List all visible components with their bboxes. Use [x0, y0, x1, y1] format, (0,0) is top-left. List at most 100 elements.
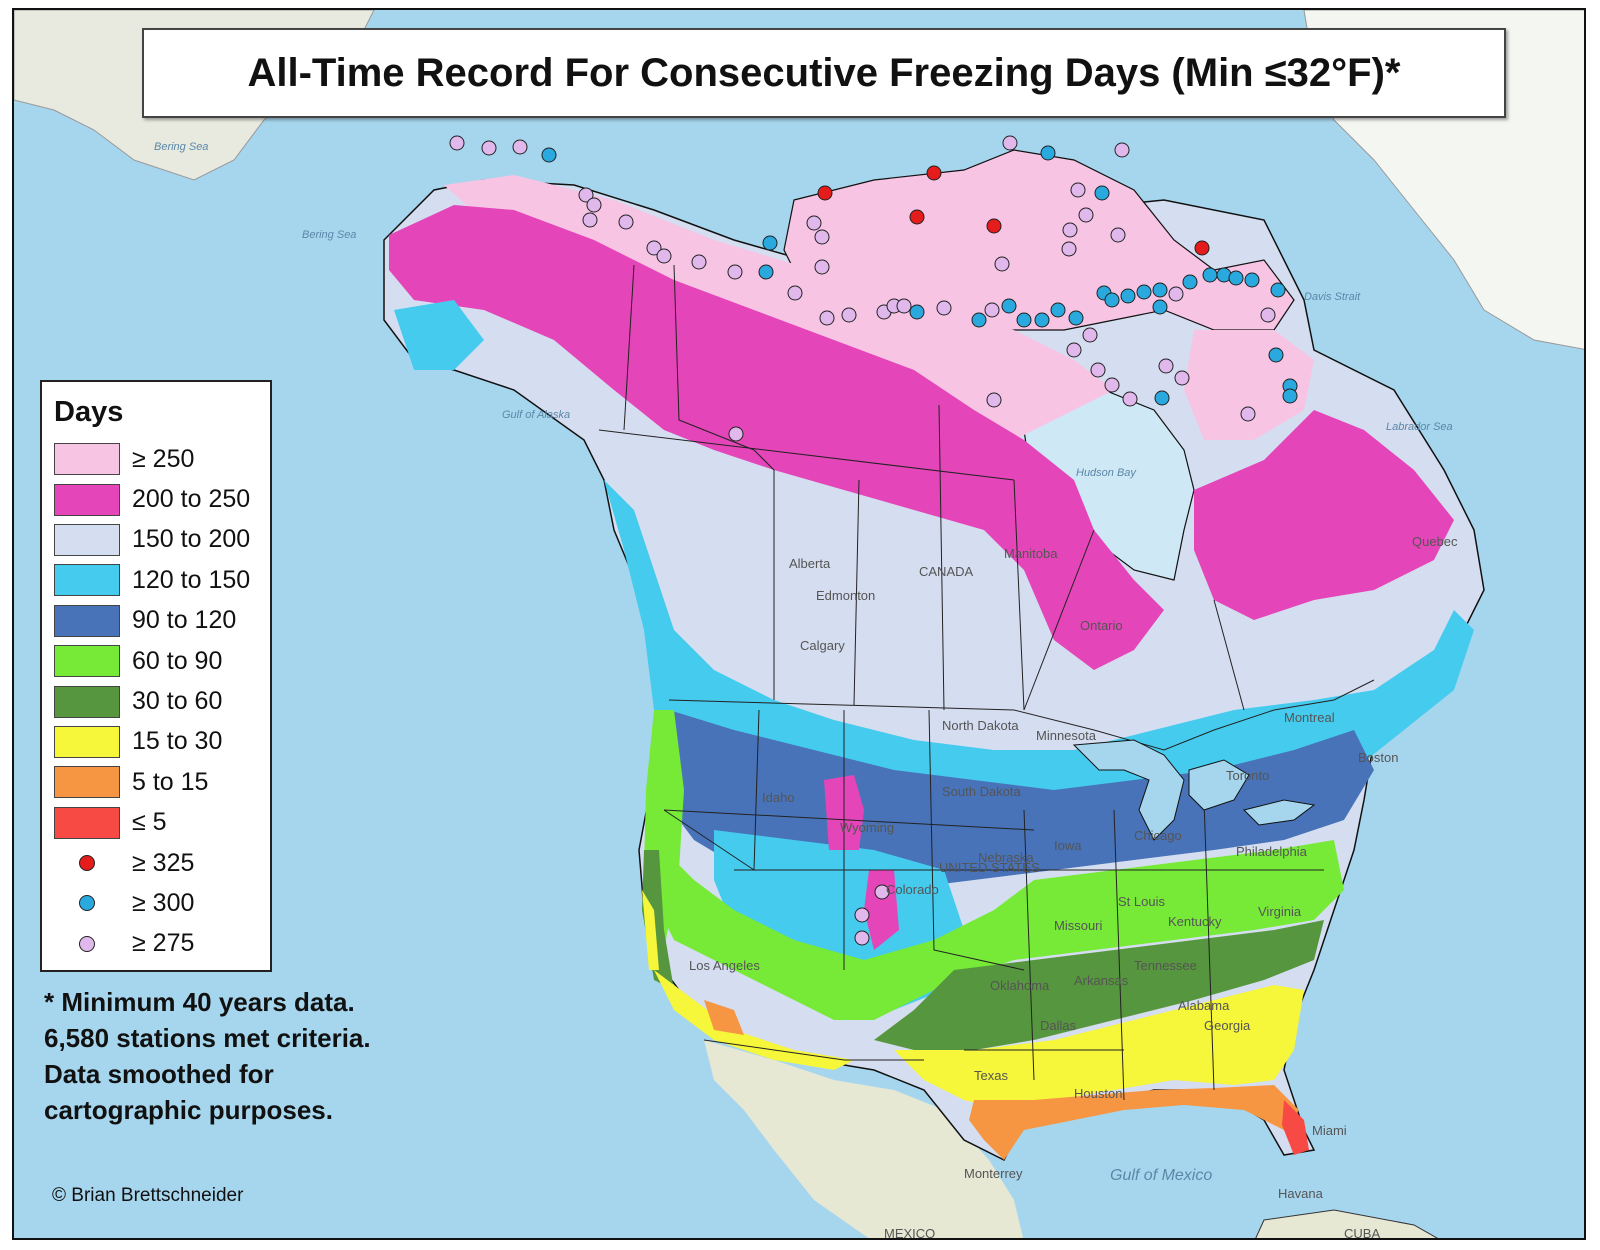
credit: © Brian Brettschneider	[52, 1185, 244, 1206]
water-labels: Bering Sea Bering Sea Gulf of Alaska Hud…	[154, 141, 1453, 1184]
band-120-150-alaska	[394, 300, 484, 370]
label-dallas: Dallas	[1040, 1018, 1077, 1033]
region-north-dakota: North Dakota	[942, 718, 1019, 733]
band-ge250-north	[444, 175, 1114, 450]
region-oklahoma: Oklahoma	[990, 978, 1050, 993]
region-alberta: Alberta	[789, 556, 831, 571]
label-losangeles: Los Angeles	[689, 958, 760, 973]
region-united-states: UNITED STATES	[939, 860, 1040, 875]
region-manitoba: Manitoba	[1004, 546, 1058, 561]
region-nebraska: Nebraska	[978, 850, 1034, 865]
water-gulf-of-alaska: Gulf of Alaska	[502, 409, 570, 421]
place-labels: Edmonton Calgary Chicago St Louis Philad…	[689, 588, 1398, 1201]
label-houston: Houston	[1074, 1086, 1122, 1101]
label-philadelphia: Philadelphia	[1236, 844, 1308, 859]
legend-band-label: 5 to 15	[132, 767, 209, 796]
legend-marker-label: ≥ 325	[132, 848, 195, 877]
band-200-250-colorado	[864, 870, 899, 950]
region-iowa: Iowa	[1054, 838, 1082, 853]
title-box: All-Time Record For Consecutive Freezing…	[142, 28, 1506, 118]
band-5-15-gulf	[969, 1085, 1299, 1160]
region-alabama: Alabama	[1178, 998, 1230, 1013]
legend-band-label: ≥ 250	[132, 444, 195, 473]
legend-marker-row: ≥ 275	[54, 924, 270, 964]
label-calgary: Calgary	[800, 638, 845, 653]
label-havana: Havana	[1278, 1186, 1324, 1201]
label-chicago: Chicago	[1134, 828, 1182, 843]
band-60-90	[654, 840, 1344, 1020]
legend-band-label: 30 to 60	[132, 687, 223, 716]
legend-marker-dot	[79, 935, 95, 952]
legend-marker-row: ≥ 325	[54, 843, 270, 883]
legend-marker-label: ≥ 300	[132, 888, 195, 917]
label-montreal: Montreal	[1284, 710, 1335, 725]
legend-band-label: 90 to 120	[132, 606, 237, 635]
water-bering-sea-2: Bering Sea	[302, 229, 356, 241]
region-south-dakota: South Dakota	[942, 784, 1022, 799]
region-wyoming: Wyoming	[840, 820, 894, 835]
great-lakes	[1072, 739, 1316, 841]
legend-band-row: 60 to 90	[54, 641, 270, 681]
band-15-30	[894, 985, 1304, 1110]
legend-swatch	[54, 483, 120, 516]
legend-band-row: 5 to 15	[54, 762, 270, 802]
band-30-60	[874, 920, 1324, 1050]
borders	[598, 264, 1375, 1101]
band-200-250-quebec	[1194, 410, 1454, 620]
legend-band-label: 120 to 150	[132, 565, 251, 594]
region-virginia: Virginia	[1258, 904, 1302, 919]
legend-band-label: ≤ 5	[132, 808, 167, 837]
footnote: * Minimum 40 years data. 6,580 stations …	[44, 987, 371, 1125]
legend-band-row: 120 to 150	[54, 560, 270, 600]
label-boston: Boston	[1358, 750, 1398, 765]
label-miami: Miami	[1312, 1123, 1347, 1138]
region-tennessee: Tennessee	[1134, 958, 1197, 973]
label-toronto: Toronto	[1226, 768, 1269, 783]
region-labels: CANADA UNITED STATES Alberta Manitoba On…	[762, 534, 1458, 1240]
region-cuba: CUBA	[1344, 1226, 1380, 1240]
map-title: All-Time Record For Consecutive Freezing…	[247, 50, 1401, 95]
region-missouri: Missouri	[1054, 918, 1103, 933]
legend-band-row: ≤ 5	[54, 803, 270, 843]
label-stlouis: St Louis	[1118, 894, 1165, 909]
band-15-30-westcoast	[642, 890, 659, 970]
legend-rows: ≥ 250 200 to 250 150 to 200 120 to 150 90 to…	[54, 439, 270, 964]
legend-band-row: 30 to 60	[54, 681, 270, 721]
legend-band-label: 15 to 30	[132, 727, 223, 756]
band-15-30-southwest	[654, 970, 854, 1070]
legend-swatch	[54, 604, 120, 637]
legend-band-row: 150 to 200	[54, 520, 270, 560]
region-kentucky: Kentucky	[1168, 914, 1222, 929]
region-idaho: Idaho	[762, 790, 795, 805]
legend-swatch	[54, 564, 120, 597]
legend-swatch	[54, 725, 120, 758]
markers-ge325	[817, 165, 1210, 256]
water-bering-sea-1: Bering Sea	[154, 141, 208, 153]
region-mexico: MEXICO	[884, 1226, 935, 1240]
map-frame: Edmonton Calgary Chicago St Louis Philad…	[12, 8, 1586, 1240]
legend-marker-label: ≥ 275	[132, 929, 195, 958]
legend-swatch	[54, 523, 120, 556]
water-gulf-of-mexico: Gulf of Mexico	[1110, 1167, 1212, 1184]
legend: Days ≥ 250 200 to 250 150 to 200 120 to 150…	[40, 380, 272, 972]
band-200-250-main	[389, 205, 1164, 670]
region-canada: CANADA	[919, 564, 974, 579]
legend-band-label: 200 to 250	[132, 485, 251, 514]
legend-marker-dot	[79, 895, 95, 912]
band-120-150-north	[604, 480, 1474, 810]
water-davis-strait: Davis Strait	[1304, 291, 1361, 303]
legend-marker-row: ≥ 300	[54, 883, 270, 923]
region-colorado: Colorado	[886, 882, 939, 897]
band-le5-florida	[1282, 1100, 1309, 1155]
legend-band-row: 90 to 120	[54, 601, 270, 641]
markers-ge275	[449, 135, 1276, 946]
legend-band-label: 150 to 200	[132, 525, 251, 554]
legend-swatch	[54, 766, 120, 799]
markers-ge300	[541, 145, 1298, 406]
legend-band-row: 200 to 250	[54, 479, 270, 519]
region-quebec: Quebec	[1412, 534, 1458, 549]
cuba	[1255, 1209, 1438, 1238]
region-minnesota: Minnesota	[1036, 728, 1097, 743]
legend-swatch	[54, 645, 120, 678]
label-edmonton: Edmonton	[816, 588, 875, 603]
